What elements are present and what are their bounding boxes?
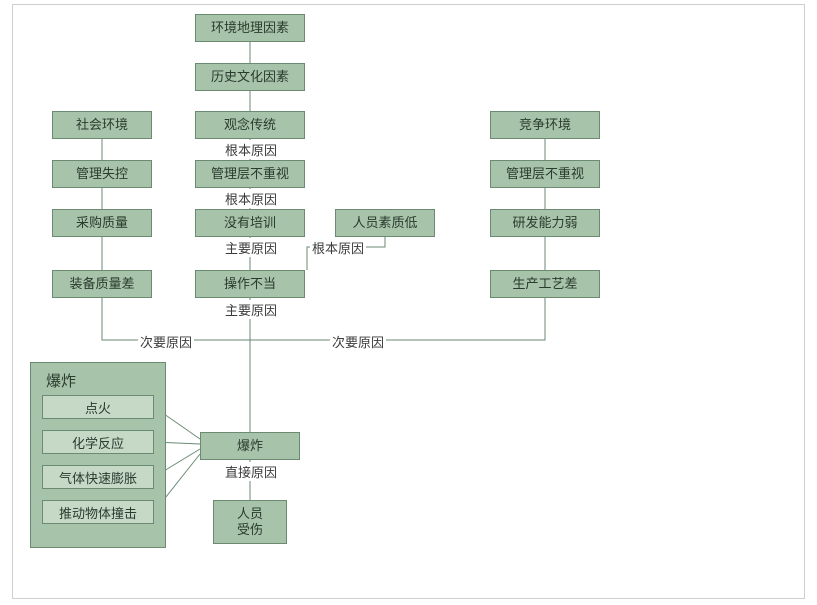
node-n_mgmt_ignore1: 管理层不重视 <box>195 160 305 188</box>
edge-label-lbl_sec1: 次要原因 <box>138 332 194 351</box>
edge-label-lbl_direct: 直接原因 <box>223 462 279 481</box>
node-n_social_env: 社会环境 <box>52 111 152 139</box>
node-n_mgmt_lost: 管理失控 <box>52 160 152 188</box>
node-n_injured: 人员 受伤 <box>213 500 287 544</box>
node-n_explode: 爆炸 <box>200 432 300 460</box>
edge-label-lbl_root2: 根本原因 <box>223 189 279 208</box>
edge-label-lbl_root1: 根本原因 <box>223 140 279 159</box>
group-item-g_impact: 推动物体撞击 <box>42 500 154 524</box>
edge-label-lbl_main1: 主要原因 <box>223 238 279 257</box>
node-n_low_quality: 人员素质低 <box>335 209 435 237</box>
node-n_equip_bad: 装备质量差 <box>52 270 152 298</box>
node-n_hist_cult: 历史文化因素 <box>195 63 305 91</box>
node-n_rd_weak: 研发能力弱 <box>490 209 600 237</box>
node-n_compete: 竞争环境 <box>490 111 600 139</box>
node-n_env_geo: 环境地理因素 <box>195 14 305 42</box>
group-item-g_gas: 气体快速膨胀 <box>42 465 154 489</box>
node-n_mgmt_ignore2: 管理层不重视 <box>490 160 600 188</box>
edge-label-lbl_main2: 主要原因 <box>223 300 279 319</box>
diagram-canvas: 爆炸点火化学反应气体快速膨胀推动物体撞击环境地理因素历史文化因素观念传统管理层不… <box>0 0 817 605</box>
node-n_process_bad: 生产工艺差 <box>490 270 600 298</box>
node-n_procure: 采购质量 <box>52 209 152 237</box>
group-title: 爆炸 <box>46 370 76 391</box>
group-item-g_ignite: 点火 <box>42 395 154 419</box>
edge-label-lbl_root3: 根本原因 <box>310 238 366 257</box>
node-n_concept: 观念传统 <box>195 111 305 139</box>
edge <box>250 298 545 340</box>
group-item-g_chem: 化学反应 <box>42 430 154 454</box>
node-n_no_train: 没有培训 <box>195 209 305 237</box>
node-n_mishandle: 操作不当 <box>195 270 305 298</box>
edge-label-lbl_sec2: 次要原因 <box>330 332 386 351</box>
